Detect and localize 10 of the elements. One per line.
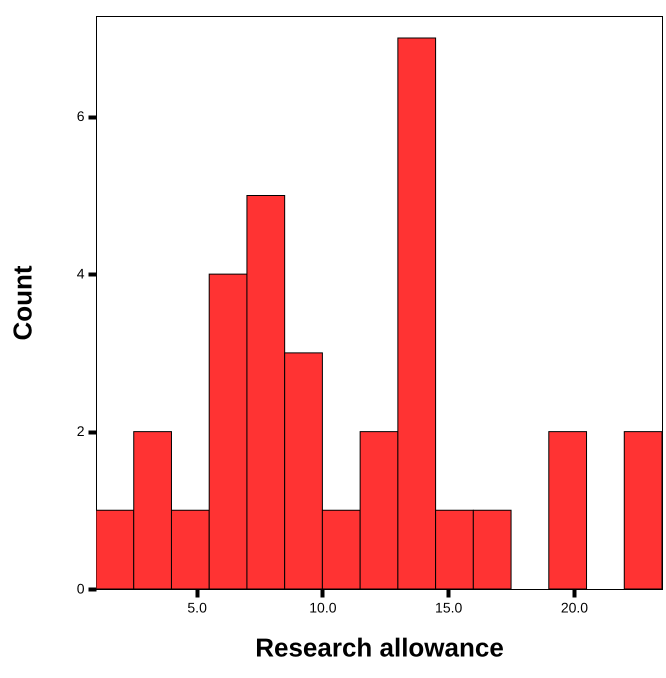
y-tick-label: 6 [76,108,85,124]
y-axis-title: Count [8,265,38,341]
x-tick-label: 20.0 [560,600,588,616]
x-axis-title: Research allowance [255,632,504,662]
y-tick-label: 2 [76,423,85,440]
x-tick-label: 5.0 [187,600,208,616]
x-tick-label: 15.0 [435,600,463,616]
y-tick-label: 0 [76,580,85,596]
x-tick-label: 10.0 [309,600,337,616]
y-tick-label: 4 [76,266,85,282]
